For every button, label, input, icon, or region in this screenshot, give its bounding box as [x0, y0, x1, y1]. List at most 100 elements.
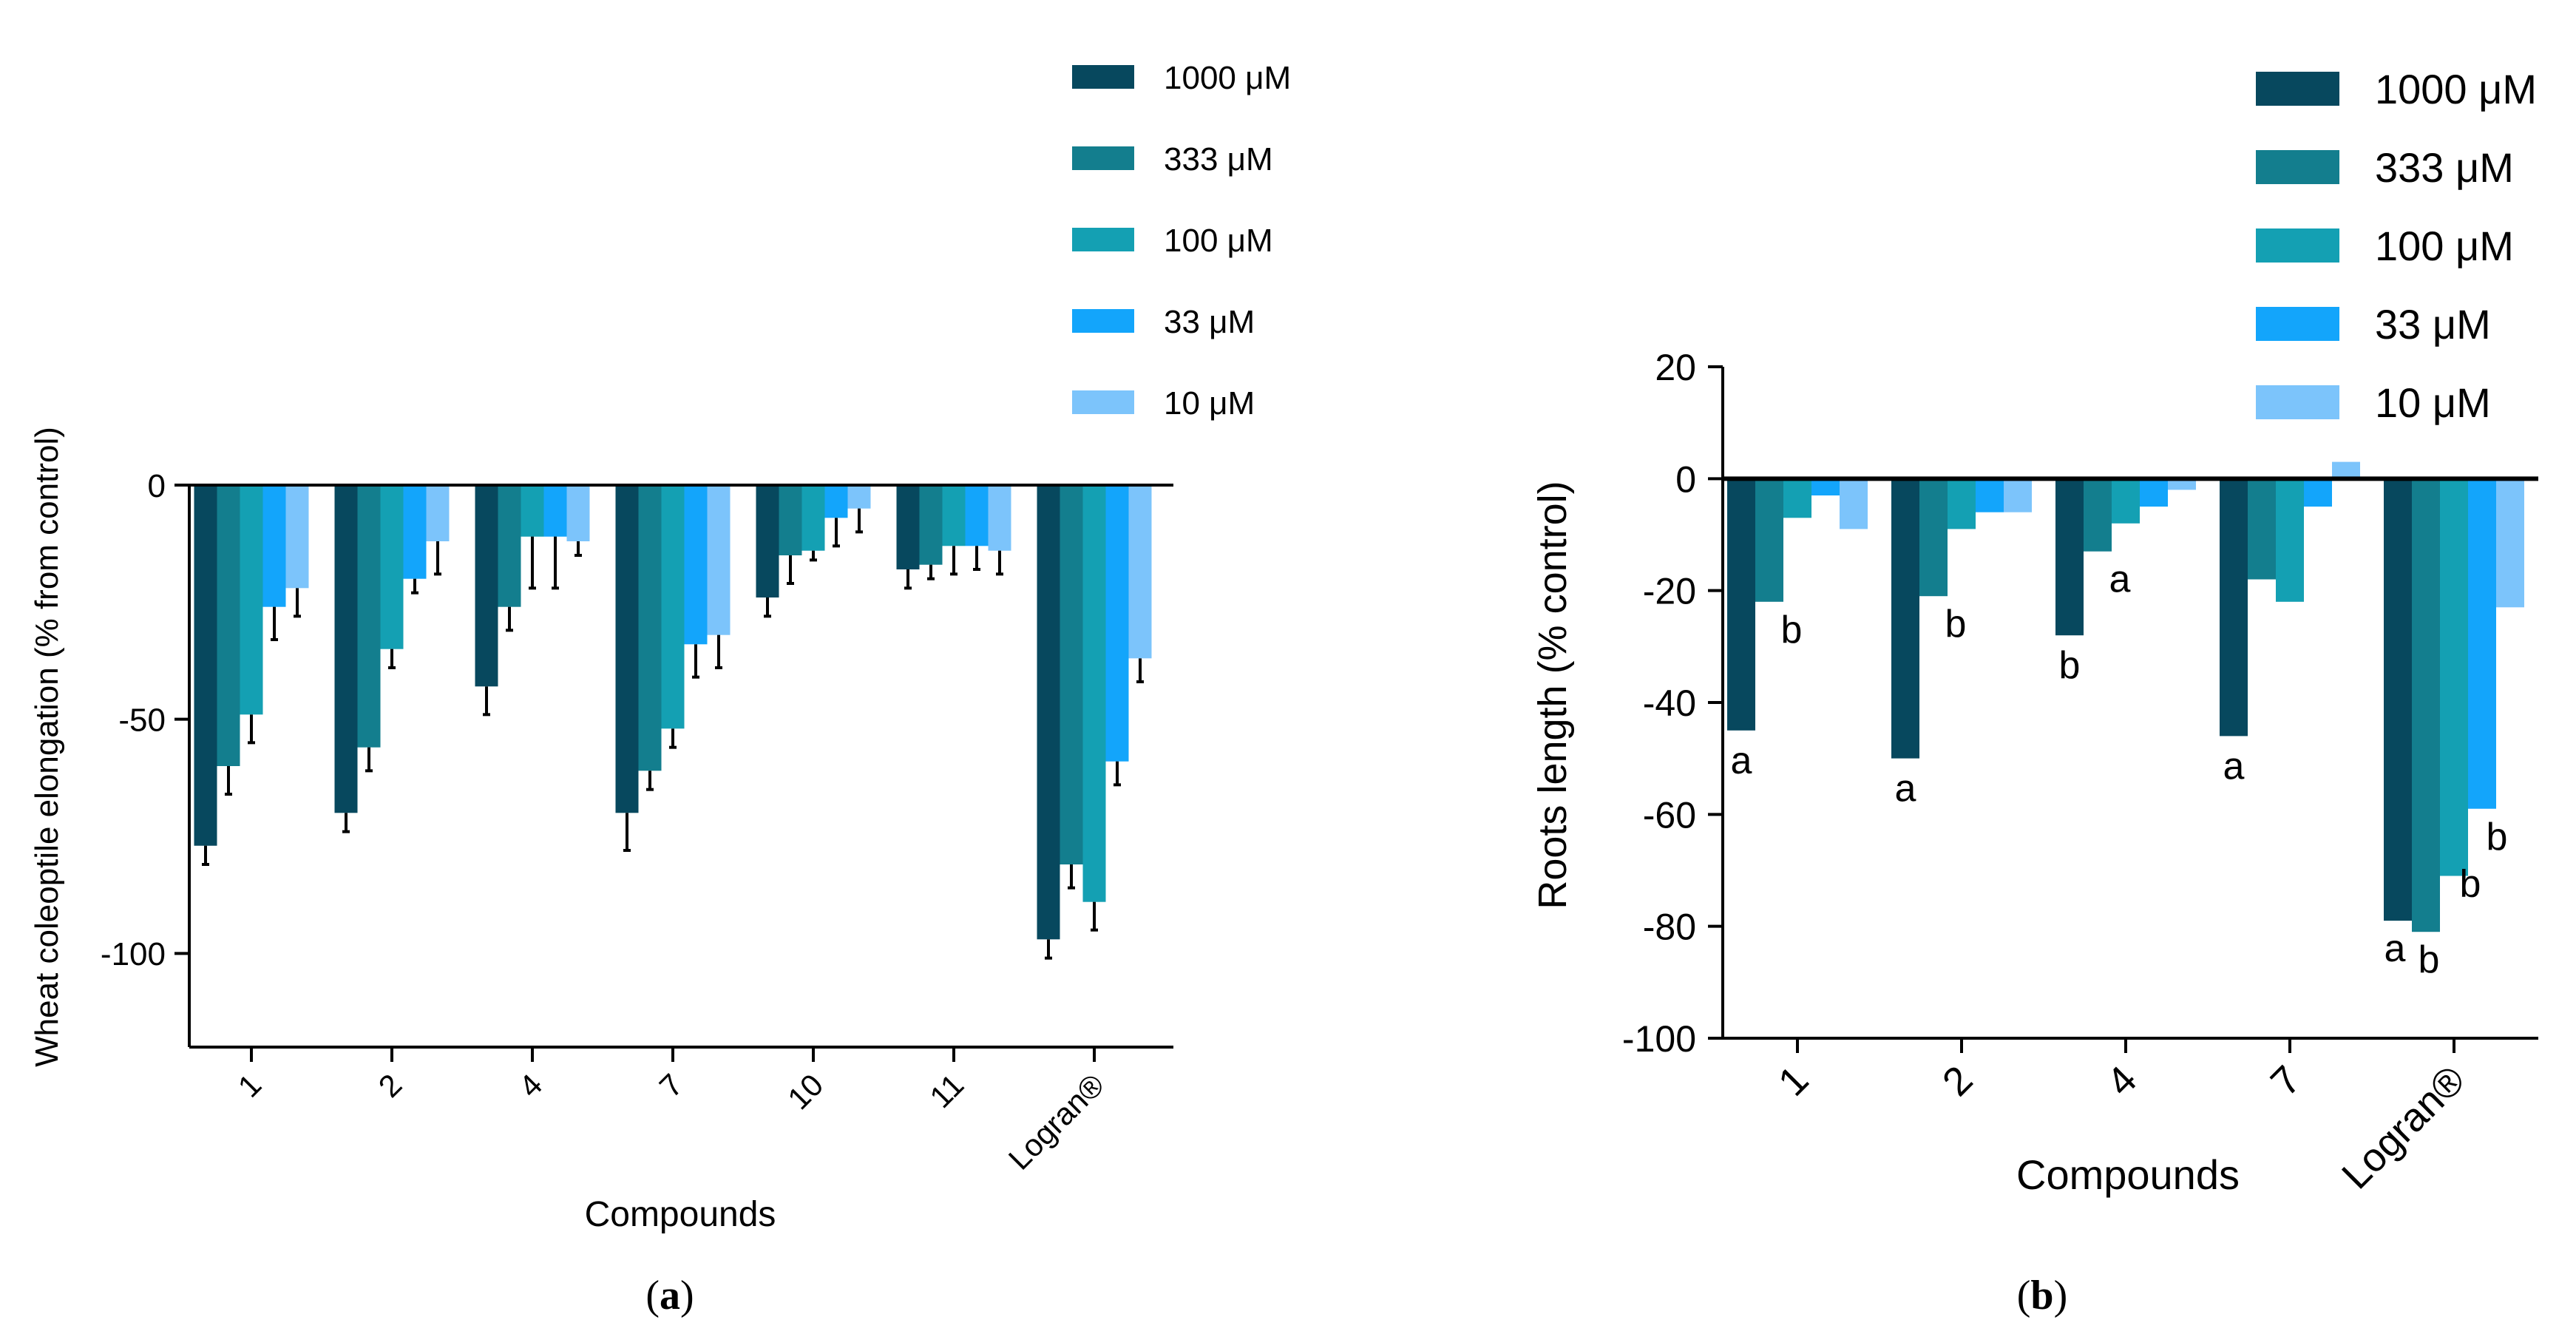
legend-swatch-a-4 — [1072, 390, 1134, 414]
significance-letter: a — [2385, 927, 2406, 970]
legend-label: 100 μM — [2375, 223, 2514, 269]
x-tick-label: 4 — [2098, 1057, 2146, 1105]
bar-a-5-0 — [896, 485, 920, 569]
bar-b-1-4 — [2004, 478, 2032, 512]
bar-b-0-1 — [1755, 478, 1783, 602]
significance-letter: a — [1731, 739, 1752, 782]
bar-a-1-2 — [380, 485, 404, 649]
x-tick-label: 1 — [1770, 1057, 1817, 1105]
bar-a-3-4 — [707, 485, 731, 635]
panel-letter-a: a — [660, 1273, 680, 1318]
bar-b-4-2 — [2440, 478, 2468, 876]
x-tick-label: 4 — [512, 1067, 549, 1104]
significance-letter: b — [2419, 938, 2440, 981]
bar-a-5-4 — [988, 485, 1011, 551]
legend-swatch-a-3 — [1072, 309, 1134, 333]
bar-b-3-3 — [2304, 478, 2332, 507]
bar-b-1-2 — [1948, 478, 1976, 529]
bars-b — [1727, 461, 2524, 932]
bar-a-6-4 — [1128, 485, 1152, 659]
bar-b-3-0 — [2220, 478, 2248, 737]
y-tick-label: -80 — [1643, 907, 1696, 948]
significance-letter: b — [1781, 609, 1803, 651]
legend-swatch-b-1 — [2256, 150, 2339, 184]
bar-a-6-3 — [1105, 485, 1129, 762]
bar-b-4-0 — [2384, 478, 2412, 921]
y-tick-label: -100 — [1622, 1018, 1696, 1060]
significance-letter: a — [1895, 768, 1916, 810]
bar-b-3-1 — [2248, 478, 2276, 580]
bar-b-2-1 — [2084, 478, 2112, 552]
axes-a — [188, 484, 1173, 1049]
bar-a-5-3 — [965, 485, 989, 546]
bar-a-2-0 — [475, 485, 498, 687]
bar-a-0-3 — [262, 485, 286, 607]
significance-letter: b — [1945, 603, 1967, 646]
x-axis-title-a: Compounds — [585, 1195, 776, 1234]
panel-letter-b: b — [2030, 1273, 2053, 1318]
legend-label: 33 μM — [1164, 304, 1255, 340]
bar-b-2-2 — [2112, 478, 2140, 524]
legend-label: 33 μM — [2375, 301, 2491, 348]
bar-a-5-2 — [942, 485, 966, 546]
significance-letter: b — [2460, 863, 2481, 906]
panel-label-a: (a) — [645, 1273, 694, 1318]
bar-b-1-3 — [1976, 478, 2004, 512]
bar-a-6-2 — [1082, 485, 1106, 902]
panel-a: 1000 μM 333 μM 100 μM 33 μM 10 μM 0 -50 -100 1… — [29, 60, 1291, 1318]
legend-swatch-a-0 — [1072, 65, 1134, 89]
significance-letter: b — [2487, 816, 2508, 859]
bar-a-6-0 — [1037, 485, 1060, 940]
bar-b-0-0 — [1727, 478, 1755, 731]
bar-a-3-3 — [684, 485, 708, 645]
x-tick-label: 2 — [372, 1067, 409, 1104]
bar-a-6-1 — [1060, 485, 1083, 864]
bar-b-1-1 — [1919, 478, 1948, 597]
bar-b-0-4 — [1840, 478, 1868, 529]
bar-a-1-1 — [357, 485, 381, 748]
significance-letter: a — [2109, 558, 2131, 601]
bar-a-4-2 — [801, 485, 825, 551]
x-tick-label: Logran® — [1002, 1067, 1111, 1176]
bar-a-3-2 — [661, 485, 685, 729]
bar-a-1-3 — [403, 485, 427, 579]
bar-a-2-2 — [521, 485, 544, 537]
legend-label: 10 μM — [2375, 379, 2491, 426]
y-tick-label: -100 — [101, 936, 166, 972]
bar-b-0-3 — [1811, 478, 1840, 495]
bar-a-2-3 — [543, 485, 567, 537]
bar-a-3-0 — [615, 485, 639, 813]
bar-b-4-4 — [2496, 478, 2524, 608]
bar-a-4-4 — [847, 485, 871, 509]
legend-swatch-a-1 — [1072, 146, 1134, 170]
bar-a-0-1 — [217, 485, 240, 766]
x-axis-a: 1 2 4 7 10 11 Logran® — [231, 1047, 1111, 1176]
axes-b — [1721, 367, 2538, 1040]
y-tick-label: -40 — [1643, 683, 1696, 724]
y-tick-label: 20 — [1655, 347, 1696, 388]
legend-label: 333 μM — [2375, 144, 2514, 191]
bar-a-3-1 — [638, 485, 662, 771]
bar-a-2-1 — [498, 485, 521, 607]
legend-swatch-b-0 — [2256, 72, 2339, 106]
bar-b-2-4 — [2168, 478, 2196, 490]
bar-a-2-4 — [566, 485, 590, 541]
bar-b-4-1 — [2412, 478, 2440, 932]
panel-b: 1000 μM 333 μM 100 μM 33 μM 10 μM 20 0 -20 -40 -… — [1531, 66, 2538, 1318]
bar-a-0-2 — [240, 485, 263, 715]
x-tick-label: 7 — [653, 1067, 690, 1104]
significance-letter: a — [2223, 745, 2245, 788]
legend-swatch-b-3 — [2256, 307, 2339, 341]
y-tick-label: -60 — [1643, 794, 1696, 836]
legend-label: 1000 μM — [1164, 60, 1291, 96]
bar-b-3-4 — [2332, 461, 2360, 479]
bar-b-2-0 — [2055, 478, 2084, 636]
legend-label: 100 μM — [1164, 223, 1273, 259]
legend-swatch-a-2 — [1072, 228, 1134, 251]
y-axis-title-b: Roots length (% control) — [1531, 481, 1575, 909]
y-tick-label: -50 — [118, 702, 166, 739]
bar-a-1-0 — [334, 485, 358, 813]
y-axis-a: 0 -50 -100 — [101, 468, 189, 972]
